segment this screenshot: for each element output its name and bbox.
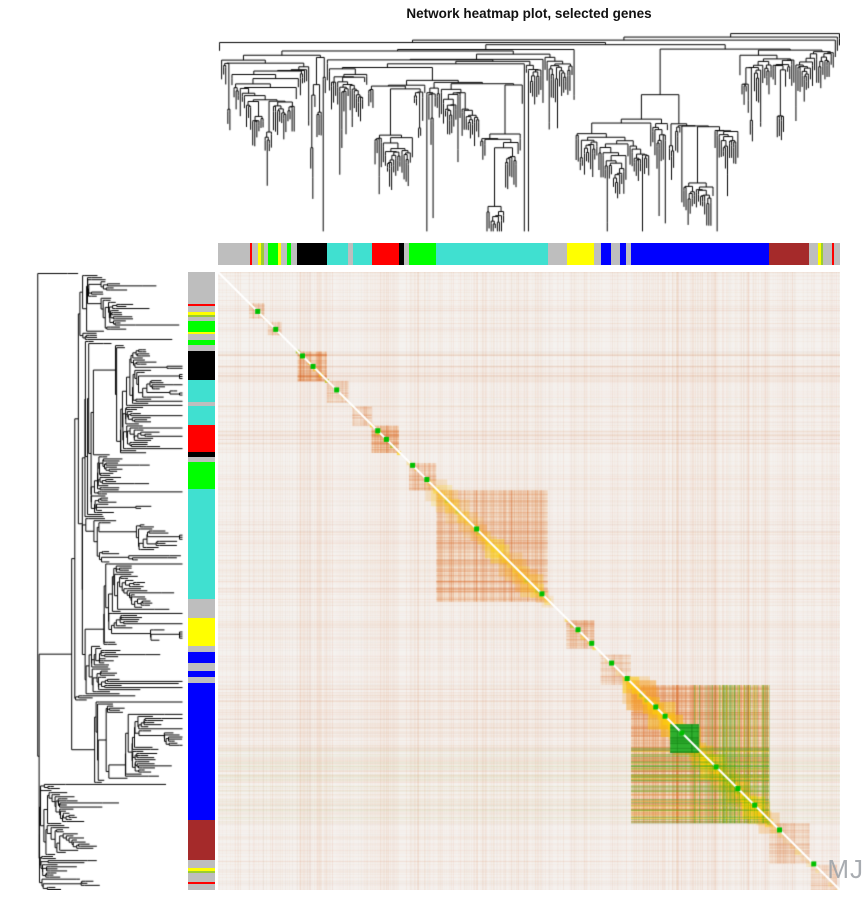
module-color-segment-greenyellow bbox=[820, 243, 824, 265]
module-color-segment-grey bbox=[188, 401, 215, 406]
module-color-segment-turquoise bbox=[327, 243, 349, 265]
module-color-segment-yellow bbox=[188, 867, 215, 872]
module-color-segment-blue bbox=[631, 243, 769, 265]
module-color-segment-red bbox=[831, 243, 834, 265]
module-color-segment-blue bbox=[600, 243, 612, 265]
module-color-segment-yellow bbox=[188, 332, 215, 335]
left-dendrogram bbox=[35, 272, 185, 890]
module-color-segment-green bbox=[188, 461, 215, 489]
module-color-segment-green bbox=[286, 243, 292, 265]
module-color-segment-grey bbox=[188, 334, 215, 341]
module-color-segment-grey bbox=[188, 317, 215, 322]
module-color-segment-turquoise bbox=[188, 488, 215, 600]
module-color-segment-yellow bbox=[817, 243, 821, 265]
module-color-segment-black bbox=[297, 243, 328, 265]
module-color-segment-grey bbox=[833, 243, 841, 265]
module-color-segment-grey bbox=[404, 243, 409, 265]
module-color-segment-grey bbox=[188, 305, 215, 312]
tom-heatmap bbox=[218, 272, 840, 890]
module-color-segment-black bbox=[399, 243, 405, 265]
module-color-segment-grey bbox=[611, 243, 620, 265]
module-color-segment-grey bbox=[188, 662, 215, 672]
top-module-colorbar bbox=[218, 243, 841, 265]
module-color-segment-grey bbox=[188, 873, 215, 882]
plot-title: Network heatmap plot, selected genes bbox=[406, 6, 652, 21]
module-color-segment-yellow bbox=[188, 312, 215, 316]
module-color-segment-grey bbox=[280, 243, 287, 265]
module-color-segment-grey bbox=[547, 243, 567, 265]
module-color-segment-grey bbox=[625, 243, 632, 265]
module-color-segment-red bbox=[249, 243, 252, 265]
module-color-segment-grey bbox=[823, 243, 832, 265]
module-color-segment-red bbox=[188, 303, 215, 306]
module-color-segment-black bbox=[188, 452, 215, 458]
module-color-segment-blue bbox=[188, 682, 215, 820]
module-color-segment-grey bbox=[188, 859, 215, 868]
module-color-segment-grey bbox=[188, 599, 215, 619]
module-color-segment-brown bbox=[188, 819, 215, 860]
module-color-segment-green bbox=[267, 243, 279, 265]
module-color-segment-greenyellow bbox=[188, 871, 215, 874]
module-color-segment-yellow bbox=[188, 618, 215, 646]
module-color-segment-blue bbox=[188, 652, 215, 663]
module-color-segment-turquoise bbox=[352, 243, 372, 265]
module-color-segment-yellow bbox=[258, 243, 262, 265]
module-color-segment-red bbox=[188, 424, 215, 453]
module-color-segment-black bbox=[188, 350, 215, 381]
module-color-segment-turquoise bbox=[188, 380, 215, 402]
module-color-segment-red bbox=[188, 881, 215, 884]
module-color-segment-red bbox=[371, 243, 400, 265]
module-color-segment-grey bbox=[188, 272, 215, 304]
module-color-segment-greenyellow bbox=[188, 315, 215, 318]
module-color-segment-grey bbox=[188, 677, 215, 683]
module-color-segment-brown bbox=[769, 243, 810, 265]
module-color-segment-grey bbox=[218, 243, 250, 265]
module-color-segment-grey bbox=[263, 243, 268, 265]
module-color-segment-yellow bbox=[566, 243, 595, 265]
module-color-segment-grey bbox=[291, 243, 298, 265]
module-color-segment-grey bbox=[188, 457, 215, 462]
module-color-segment-grey bbox=[594, 243, 601, 265]
module-color-segment-greenyellow bbox=[261, 243, 264, 265]
watermark: MJ bbox=[827, 854, 864, 884]
module-color-segment-grey bbox=[188, 645, 215, 653]
top-dendrogram bbox=[218, 30, 840, 235]
module-color-segment-turquoise bbox=[188, 405, 215, 425]
module-color-segment-green bbox=[408, 243, 437, 265]
module-color-segment-green bbox=[188, 321, 215, 333]
module-color-segment-grey bbox=[809, 243, 818, 265]
module-color-segment-turquoise bbox=[436, 243, 548, 265]
module-color-segment-grey bbox=[188, 883, 215, 891]
module-color-segment-grey bbox=[188, 344, 215, 351]
module-color-segment-yellow bbox=[278, 243, 281, 265]
module-color-segment-blue bbox=[619, 243, 626, 265]
module-color-segment-grey bbox=[348, 243, 353, 265]
module-color-segment-grey bbox=[251, 243, 259, 265]
left-module-colorbar bbox=[188, 272, 215, 891]
module-color-segment-green bbox=[188, 340, 215, 345]
module-color-segment-blue bbox=[188, 671, 215, 678]
